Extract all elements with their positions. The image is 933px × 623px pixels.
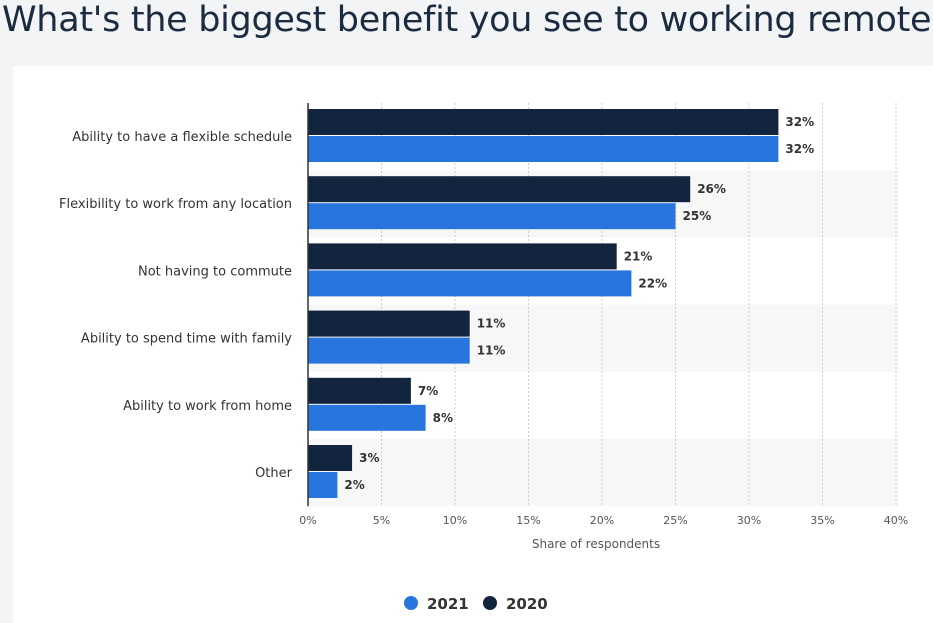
x-axis-title: Share of respondents: [532, 537, 660, 551]
bar-2020[interactable]: [308, 109, 779, 135]
chart-title: What's the biggest benefit you see to wo…: [2, 0, 933, 40]
data-label-2021: 25%: [683, 209, 712, 223]
x-tick-label: 5%: [373, 514, 390, 527]
data-label-2021: 8%: [433, 411, 453, 425]
data-label-2021: 32%: [785, 142, 814, 156]
x-tick-label: 35%: [810, 514, 834, 527]
bar-2021[interactable]: [308, 337, 470, 364]
data-label-2021: 22%: [638, 276, 667, 290]
bar-2020[interactable]: [308, 176, 691, 203]
category-label: Not having to commute: [138, 264, 292, 279]
bar-2021[interactable]: [308, 472, 338, 498]
data-label-2021: 11%: [477, 344, 506, 358]
x-tick-label: 0%: [299, 514, 316, 527]
data-label-2020: 26%: [697, 182, 726, 196]
bar-2020[interactable]: [308, 243, 617, 270]
x-tick-label: 40%: [884, 514, 908, 527]
data-label-2020: 32%: [785, 115, 814, 129]
category-label: Ability to have a flexible schedule: [72, 130, 292, 145]
legend-marker-2021[interactable]: [404, 596, 418, 610]
legend-label-2020[interactable]: 2020: [506, 595, 548, 613]
category-label: Ability to spend time with family: [81, 332, 292, 347]
bar-2021[interactable]: [308, 404, 426, 431]
legend-marker-2020[interactable]: [483, 596, 497, 610]
data-label-2021: 2%: [344, 478, 364, 492]
x-tick-label: 25%: [663, 514, 687, 527]
bar-2020[interactable]: [308, 310, 470, 337]
bar-2021[interactable]: [308, 203, 676, 230]
x-tick-label: 20%: [590, 514, 614, 527]
bar-2020[interactable]: [308, 445, 353, 471]
row-stripe: [308, 439, 898, 507]
category-label: Other: [255, 466, 293, 481]
data-label-2020: 7%: [418, 384, 438, 398]
legend-label-2021[interactable]: 2021: [427, 595, 469, 613]
data-label-2020: 11%: [477, 317, 506, 331]
bar-chart: 0% 5% 10% 15% 20% 25% 30% 35% 40% Share of respon…: [59, 103, 908, 613]
bar-2020[interactable]: [308, 377, 411, 404]
bar-2021[interactable]: [308, 136, 779, 162]
x-tick-label: 30%: [737, 514, 761, 527]
category-label: Ability to work from home: [123, 399, 292, 414]
category-label: Flexibility to work from any location: [59, 197, 292, 212]
x-tick-label: 15%: [516, 514, 540, 527]
x-tick-label: 10%: [443, 514, 467, 527]
data-label-2020: 21%: [624, 249, 653, 263]
chart-card: 0% 5% 10% 15% 20% 25% 30% 35% 40% Share of respon…: [13, 66, 933, 623]
bar-2021[interactable]: [308, 270, 632, 297]
data-label-2020: 3%: [359, 451, 379, 465]
